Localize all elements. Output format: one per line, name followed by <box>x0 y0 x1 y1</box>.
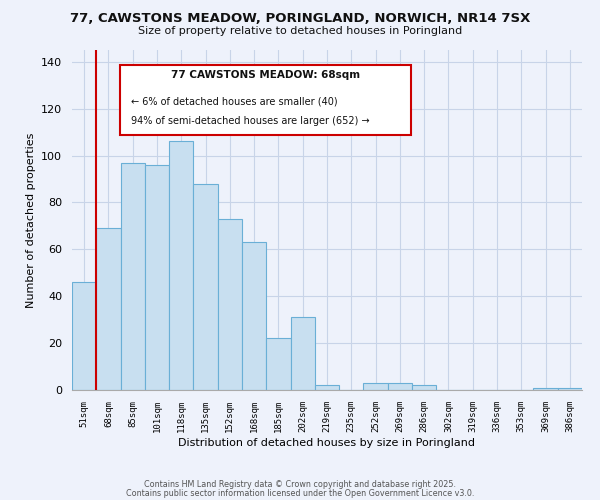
Bar <box>558 388 582 390</box>
Bar <box>96 228 121 390</box>
Bar <box>266 338 290 390</box>
Text: Contains HM Land Registry data © Crown copyright and database right 2025.: Contains HM Land Registry data © Crown c… <box>144 480 456 489</box>
Bar <box>533 388 558 390</box>
Bar <box>145 165 169 390</box>
Bar <box>290 318 315 390</box>
Text: 77, CAWSTONS MEADOW, PORINGLAND, NORWICH, NR14 7SX: 77, CAWSTONS MEADOW, PORINGLAND, NORWICH… <box>70 12 530 26</box>
Bar <box>388 383 412 390</box>
Bar <box>412 386 436 390</box>
Bar <box>364 383 388 390</box>
Bar <box>242 242 266 390</box>
FancyBboxPatch shape <box>121 66 411 135</box>
Text: Contains public sector information licensed under the Open Government Licence v3: Contains public sector information licen… <box>126 489 474 498</box>
Text: ← 6% of detached houses are smaller (40): ← 6% of detached houses are smaller (40) <box>131 96 337 106</box>
Bar <box>193 184 218 390</box>
Text: Size of property relative to detached houses in Poringland: Size of property relative to detached ho… <box>138 26 462 36</box>
Bar <box>121 162 145 390</box>
Bar <box>72 282 96 390</box>
Bar <box>218 219 242 390</box>
Bar <box>315 386 339 390</box>
Y-axis label: Number of detached properties: Number of detached properties <box>26 132 35 308</box>
Text: 94% of semi-detached houses are larger (652) →: 94% of semi-detached houses are larger (… <box>131 116 369 126</box>
Bar <box>169 142 193 390</box>
X-axis label: Distribution of detached houses by size in Poringland: Distribution of detached houses by size … <box>179 438 476 448</box>
Text: 77 CAWSTONS MEADOW: 68sqm: 77 CAWSTONS MEADOW: 68sqm <box>171 70 361 81</box>
